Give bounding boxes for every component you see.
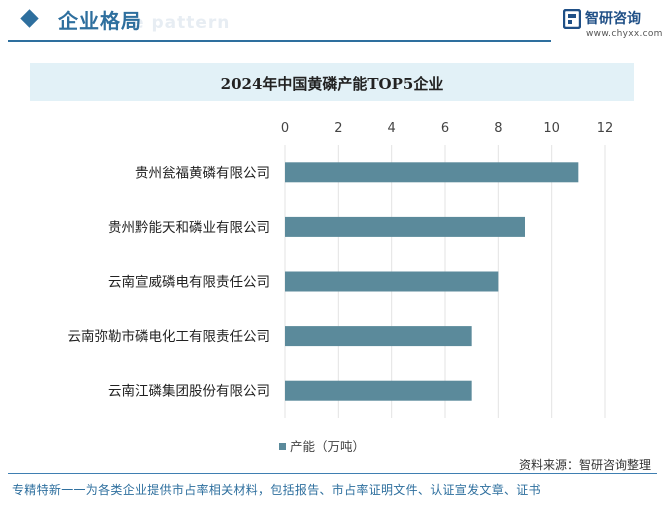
brand-url: www.chyxx.com <box>586 29 663 39</box>
chart-title-bar: 2024年中国黄磷产能TOP5企业 <box>30 63 634 101</box>
category-label: 贵州黔能天和磷业有限公司 <box>108 220 270 236</box>
bar <box>285 271 499 292</box>
x-tick-label: 4 <box>388 121 396 136</box>
brand-name: 智研咨询 <box>585 11 641 27</box>
footer-divider <box>8 473 657 474</box>
category-label: 云南宣威磷电有限责任公司 <box>108 275 270 291</box>
category-label: 云南弥勒市磷电化工有限责任公司 <box>68 328 271 345</box>
x-tick-label: 0 <box>281 121 289 136</box>
source-note: 资料来源：智研咨询整理 <box>518 458 651 472</box>
x-tick-label: 6 <box>441 121 449 136</box>
legend-label: 产能（万吨） <box>290 439 365 454</box>
bar <box>285 216 525 237</box>
chart-title: 2024年中国黄磷产能TOP5企业 <box>220 75 444 93</box>
category-label: 贵州瓮福黄磷有限公司 <box>135 165 270 181</box>
x-tick-label: 10 <box>543 121 560 136</box>
legend-swatch <box>279 443 286 450</box>
bar <box>285 326 472 347</box>
header: e pattern 企业格局 智研咨询 www.chyxx.com <box>0 0 665 46</box>
footer-text: 专精特新一一为各类企业提供市占率相关材料，包括报告、市占率证明文件、认证宣发文章… <box>12 483 541 497</box>
category-label: 云南江磷集团股份有限公司 <box>108 384 270 400</box>
section-title: 企业格局 <box>58 9 142 33</box>
bar <box>285 380 472 401</box>
header-divider <box>8 40 551 42</box>
x-tick-label: 8 <box>494 121 502 136</box>
header-ghost-text: e pattern <box>132 13 231 33</box>
brand-logo-icon <box>563 9 581 29</box>
x-tick-label: 2 <box>334 121 342 136</box>
x-tick-label: 12 <box>597 121 614 136</box>
bar <box>285 162 579 183</box>
